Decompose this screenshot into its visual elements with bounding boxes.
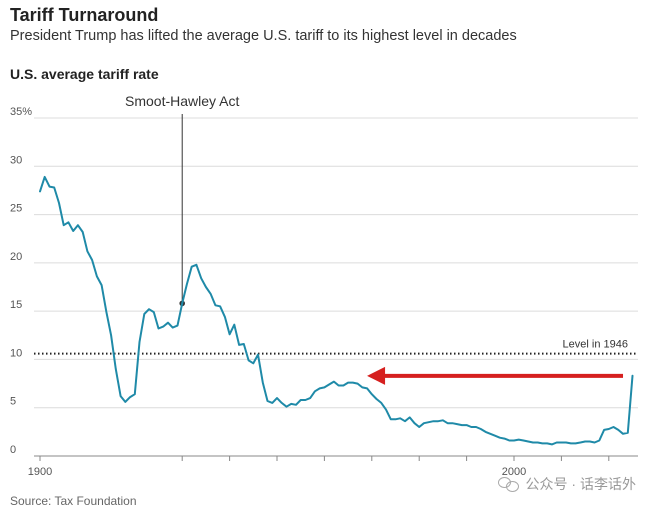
y-tick-label: 10 [10,347,22,359]
tariff-line-chart: 0 5 10 15 20 25 30 35% 1900 2000 Level in 1946 S… [10,93,638,478]
y-tick-label: 35% [10,106,32,118]
x-tick-label: 1900 [28,466,52,478]
y-tick-label: 20 [10,251,22,263]
y-tick-label: 15 [10,299,22,311]
chart-title: Tariff Turnaround [10,5,159,25]
wechat-icon [497,476,520,492]
y-tick-label: 5 [10,396,16,408]
source-note: Source: Tax Foundation [10,494,137,508]
arrow-group [367,366,624,385]
watermark: 公众号 · 话李话外 [497,474,636,494]
x-tick-label: 2000 [502,466,526,478]
x-tick-marks: 1900 2000 [28,456,610,478]
y-tick-label: 30 [10,154,22,166]
series-layer [39,175,634,446]
series-line-tariff-rate [39,175,634,446]
watermark-text: 公众号 · 话李话外 [525,476,636,492]
annotation-group: Smoot-Hawley Act [125,93,239,307]
chart-subtitle: President Trump has lifted the average U… [10,28,517,44]
y-axis-label: U.S. average tariff rate [10,66,159,82]
y-tick-labels: 0 5 10 15 20 25 30 35% [10,106,32,456]
reference-line-label: Level in 1946 [563,339,628,351]
grid-layer [34,117,638,457]
annotation-label: Smoot-Hawley Act [125,93,239,109]
y-tick-label: 25 [10,203,22,215]
y-tick-label: 0 [10,444,16,456]
reference-line-group: Level in 1946 [34,339,638,355]
arrow-head [367,366,386,385]
